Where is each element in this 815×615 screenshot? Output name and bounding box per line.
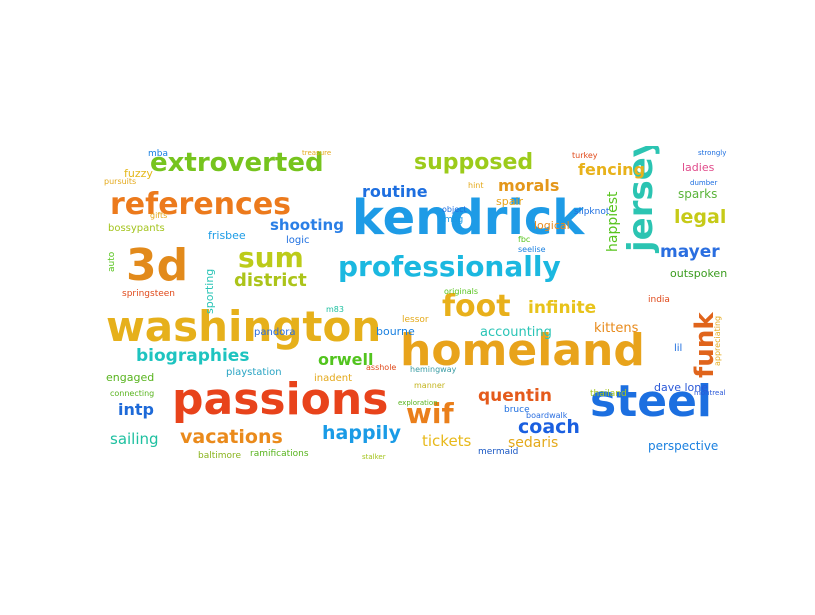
word: msg (444, 215, 464, 225)
word: wif (406, 397, 454, 430)
word: tickets (422, 432, 472, 450)
word: hint (468, 181, 484, 190)
word: accounting (480, 325, 552, 340)
word: lil (674, 343, 683, 354)
word: foot (442, 289, 511, 324)
word: morals (498, 176, 560, 195)
word: sporting (203, 268, 216, 314)
word: boardwalk (526, 411, 568, 420)
word: kittens (594, 321, 639, 336)
word: baltimore (198, 451, 242, 461)
word: fuzzy (124, 167, 153, 180)
word: coach (518, 416, 580, 438)
word: legal (674, 206, 727, 228)
word: playstation (226, 367, 282, 378)
word: asshole (366, 363, 397, 372)
word: sailing (110, 430, 159, 448)
word: bossypants (108, 223, 165, 234)
word: supposed (414, 150, 534, 175)
word: kendrick (352, 190, 585, 246)
word: district (234, 270, 307, 291)
word: sedaris (508, 435, 559, 451)
word: fencing (578, 160, 646, 179)
word: vacations (180, 426, 283, 448)
word: logic (286, 235, 310, 246)
word: passions (172, 374, 389, 425)
word: m83 (326, 305, 344, 314)
word: mermaid (478, 447, 519, 457)
word: object (442, 205, 467, 214)
word: auto (107, 251, 117, 272)
word: professionally (338, 250, 561, 283)
word: quentin (478, 386, 552, 406)
word: routine (362, 182, 428, 201)
word: steel (590, 376, 712, 427)
word: washington (106, 302, 382, 351)
word: springsteen (122, 289, 176, 299)
word: outspoken (670, 267, 728, 280)
word: sparks (678, 187, 718, 201)
word: mayer (660, 242, 720, 262)
word: orwell (318, 350, 374, 369)
word: india (648, 295, 670, 305)
word: 3d (126, 240, 189, 291)
word: extroverted (150, 148, 324, 178)
word: fbc (518, 235, 531, 244)
word: stalker (362, 453, 386, 461)
word: infinite (528, 298, 597, 318)
word: inadent (314, 373, 353, 384)
word: ladies (682, 161, 715, 174)
word: intp (118, 400, 154, 419)
word: engaged (106, 371, 155, 384)
word-cloud: kendrick homeland passions washington st… (100, 146, 732, 464)
word: gifts (150, 211, 168, 220)
word: strongly (698, 149, 727, 157)
word: perspective (648, 439, 719, 453)
word: appreciating (713, 315, 722, 366)
word: spair (496, 195, 524, 208)
word: dave lone (654, 381, 709, 394)
word: treasure (302, 149, 332, 157)
word: references (110, 187, 292, 222)
word: shooting (270, 216, 344, 234)
word: manner (414, 381, 446, 390)
word: logical (534, 219, 570, 232)
word: dumber (690, 179, 718, 187)
word: mba (148, 149, 168, 159)
word: exploration (398, 399, 438, 407)
word: happily (322, 422, 401, 444)
word: biographies (136, 346, 250, 366)
word: hemingway (410, 365, 457, 374)
word: bourne (376, 325, 415, 338)
word: seelise (518, 245, 546, 254)
word: lessor (402, 315, 429, 325)
word: bruce (504, 405, 530, 415)
word: pandora (254, 327, 296, 338)
word: originals (444, 287, 479, 296)
word: ramifications (250, 449, 309, 459)
word: slipknot (574, 207, 610, 217)
word: happiest (605, 191, 621, 252)
word: thailand (590, 389, 627, 399)
word: sum (238, 241, 304, 274)
word: montreal (694, 389, 726, 397)
word: turkey (572, 151, 598, 160)
word: pursuits (104, 177, 137, 186)
word: homeland (400, 325, 645, 376)
word: frisbee (208, 229, 246, 242)
word: connecting (110, 389, 155, 398)
